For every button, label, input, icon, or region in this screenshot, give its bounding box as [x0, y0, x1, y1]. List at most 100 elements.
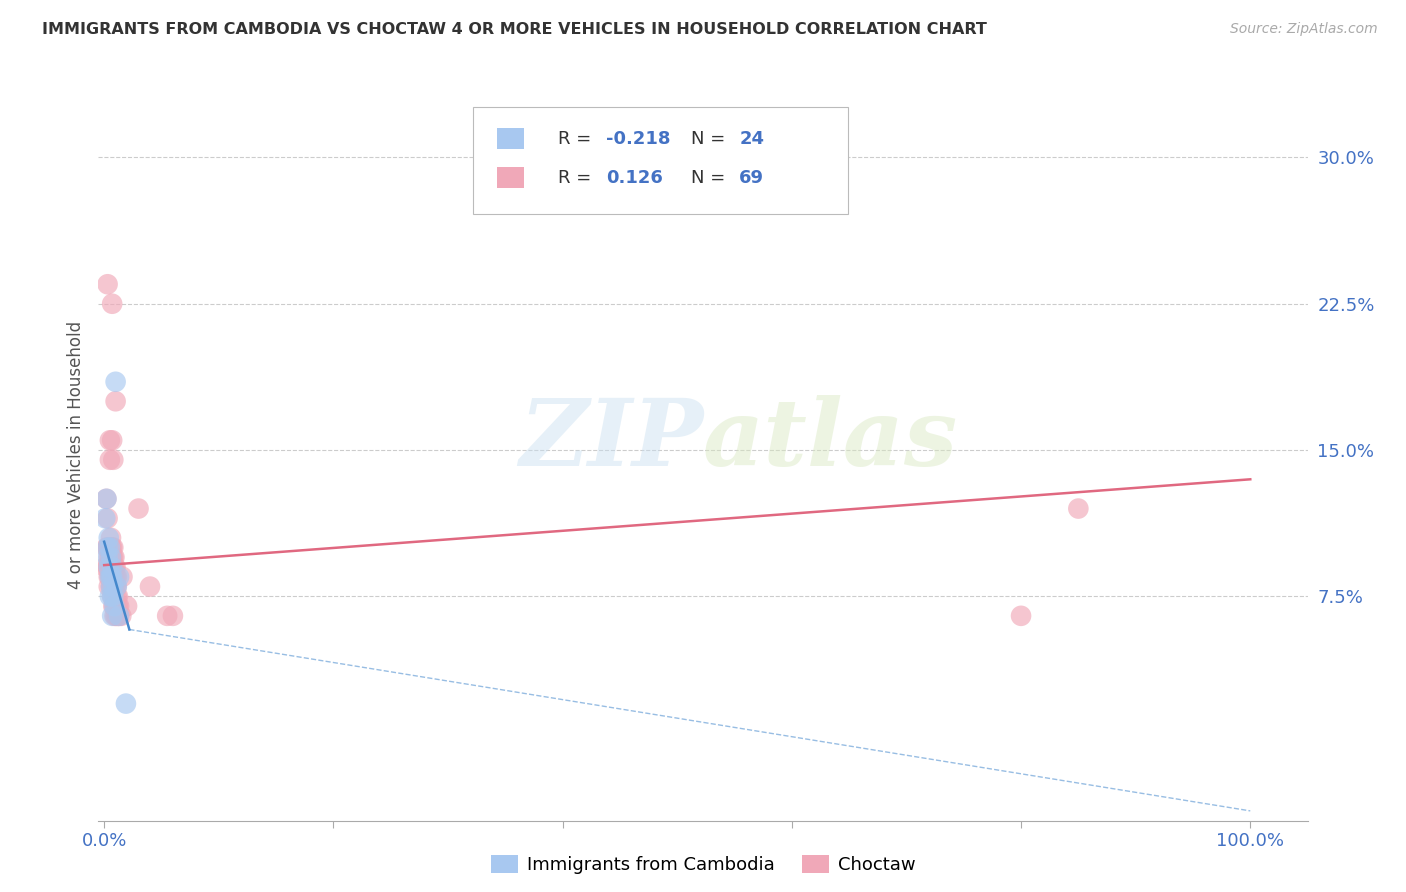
Point: [107, 608, 129, 623]
Point: [115, 697, 138, 711]
Point: [98, 570, 121, 584]
Point: [97, 511, 120, 525]
Point: [100, 550, 122, 565]
Point: [110, 608, 132, 623]
Text: N =: N =: [690, 130, 731, 148]
Point: [104, 570, 127, 584]
Point: [103, 599, 125, 613]
Point: [103, 580, 125, 594]
Point: [103, 560, 125, 574]
Point: [101, 590, 124, 604]
Text: IMMIGRANTS FROM CAMBODIA VS CHOCTAW 4 OR MORE VEHICLES IN HOUSEHOLD CORRELATION : IMMIGRANTS FROM CAMBODIA VS CHOCTAW 4 OR…: [42, 22, 987, 37]
Point: [94, 511, 117, 525]
Point: [128, 501, 150, 516]
Text: -0.218: -0.218: [606, 130, 671, 148]
Text: Source: ZipAtlas.com: Source: ZipAtlas.com: [1230, 22, 1378, 37]
Point: [103, 590, 125, 604]
Point: [97, 550, 120, 565]
Point: [97, 550, 120, 565]
Point: [139, 580, 162, 594]
Point: [104, 375, 127, 389]
Point: [105, 580, 128, 594]
Point: [98, 590, 121, 604]
Point: [101, 570, 124, 584]
Point: [97, 560, 120, 574]
Point: [103, 580, 125, 594]
Point: [108, 608, 131, 623]
Point: [98, 434, 121, 448]
Point: [100, 541, 122, 555]
Point: [97, 541, 120, 555]
Point: [97, 570, 120, 584]
Point: [100, 570, 122, 584]
Point: [1010, 608, 1032, 623]
Point: [105, 599, 128, 613]
Point: [105, 590, 128, 604]
Point: [1067, 501, 1090, 516]
Point: [100, 550, 122, 565]
Point: [162, 608, 184, 623]
FancyBboxPatch shape: [474, 108, 848, 213]
Point: [104, 560, 127, 574]
Point: [100, 570, 122, 584]
Point: [101, 434, 124, 448]
Point: [108, 570, 131, 584]
Text: ZIP: ZIP: [519, 395, 703, 485]
Text: R =: R =: [558, 130, 598, 148]
Point: [94, 560, 117, 574]
Point: [97, 277, 120, 292]
Text: 0.126: 0.126: [606, 169, 664, 187]
Point: [100, 531, 122, 545]
FancyBboxPatch shape: [498, 167, 524, 188]
Text: N =: N =: [690, 169, 731, 187]
Point: [97, 531, 120, 545]
Point: [97, 580, 120, 594]
Point: [103, 608, 125, 623]
Point: [96, 541, 118, 555]
Text: 69: 69: [740, 169, 765, 187]
Point: [108, 599, 131, 613]
Point: [107, 599, 129, 613]
Point: [115, 599, 138, 613]
Point: [103, 570, 125, 584]
Point: [105, 570, 128, 584]
Point: [97, 560, 120, 574]
Point: [98, 570, 121, 584]
Text: R =: R =: [558, 169, 598, 187]
Point: [103, 580, 125, 594]
Point: [101, 560, 124, 574]
Point: [96, 491, 118, 506]
Point: [103, 560, 125, 574]
Point: [103, 541, 125, 555]
Text: atlas: atlas: [703, 395, 959, 485]
Point: [101, 560, 124, 574]
Y-axis label: 4 or more Vehicles in Household: 4 or more Vehicles in Household: [66, 321, 84, 589]
Point: [105, 580, 128, 594]
Point: [103, 590, 125, 604]
Point: [96, 491, 118, 506]
Point: [101, 541, 124, 555]
Point: [98, 560, 121, 574]
Point: [97, 560, 120, 574]
Legend: Immigrants from Cambodia, Choctaw: Immigrants from Cambodia, Choctaw: [484, 847, 922, 881]
Point: [103, 570, 125, 584]
Point: [104, 394, 127, 409]
Point: [101, 550, 124, 565]
Point: [103, 599, 125, 613]
Point: [98, 541, 121, 555]
Point: [101, 580, 124, 594]
Point: [100, 580, 122, 594]
Point: [98, 550, 121, 565]
FancyBboxPatch shape: [498, 128, 524, 149]
Point: [101, 297, 124, 311]
Point: [100, 580, 122, 594]
Point: [98, 452, 121, 467]
Point: [101, 590, 124, 604]
Point: [103, 550, 125, 565]
Point: [156, 608, 179, 623]
Point: [103, 599, 125, 613]
Point: [103, 452, 125, 467]
Point: [97, 541, 120, 555]
Point: [104, 608, 127, 623]
Text: 24: 24: [740, 130, 765, 148]
